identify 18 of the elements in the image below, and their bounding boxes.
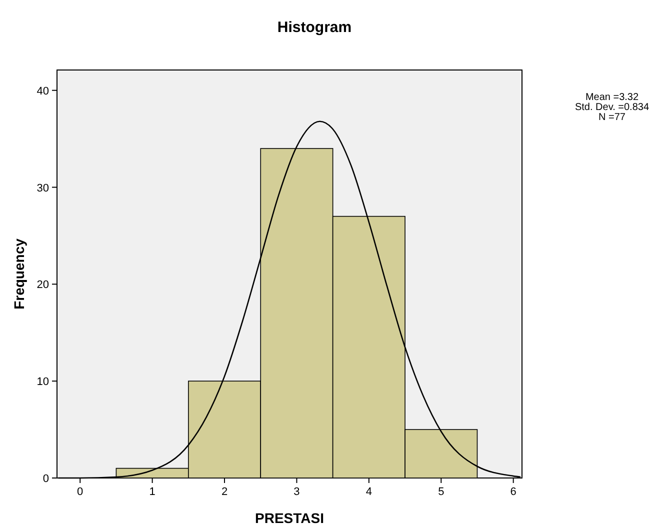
x-tick-label: 3 [294,486,300,498]
y-tick-label: 30 [36,182,49,194]
y-tick-label: 40 [36,85,49,98]
x-tick-label: 0 [77,486,84,498]
x-axis-title: PRESTASI [255,510,324,526]
y-tick-label: 20 [36,279,49,292]
text: Std. Dev. =0.834 [574,102,650,113]
chart-title: Histogram [277,19,352,36]
x-tick-label: 4 [366,486,372,498]
text: N =77 [598,112,626,123]
x-tick-label: 5 [438,486,444,498]
y-axis-title: Frequency [11,238,27,310]
text: Mean =3.32 [585,92,639,103]
y-tick-label: 10 [36,376,49,388]
x-tick-label: 6 [510,486,516,498]
x-tick-label: 1 [149,486,156,498]
x-tick-label: 2 [221,486,228,498]
y-tick-label: 0 [42,473,49,485]
